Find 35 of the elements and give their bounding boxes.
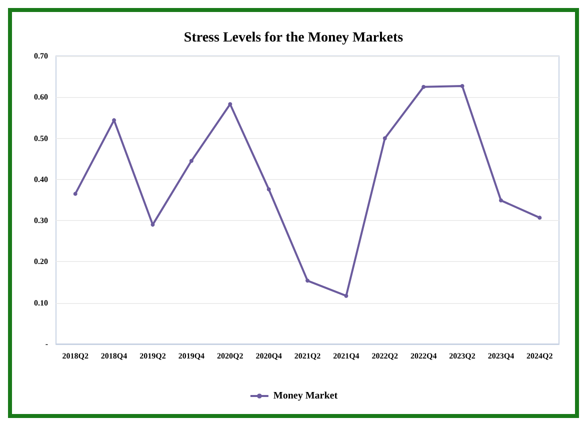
x-tick-label: 2022Q4 [410, 352, 437, 360]
point [538, 216, 542, 220]
point [150, 222, 155, 227]
x-tick-label: 2023Q2 [449, 352, 476, 360]
point [189, 158, 194, 163]
y-tick-label: 0.30 [34, 216, 48, 226]
y-tick-label: 0.60 [34, 92, 48, 102]
x-tick-label: 2022Q2 [372, 352, 398, 360]
chart-title: Stress Levels for the Money Markets [184, 30, 404, 46]
x-tick-label: 2024Q2 [526, 352, 553, 360]
point [460, 84, 464, 88]
y-tick-label: 0.70 [34, 52, 48, 60]
x-tick-label: 2019Q4 [178, 352, 205, 360]
y-tick-label: - [45, 340, 48, 348]
x-tick-label: 2018Q4 [100, 352, 128, 360]
legend-label: Money Market [273, 390, 338, 402]
y-tick-label: 0.10 [34, 298, 48, 308]
x-tick-label: 2019Q2 [140, 352, 166, 360]
point [422, 84, 426, 89]
y-tick-label: 0.50 [34, 134, 48, 143]
x-tick-label: 2018Q2 [62, 352, 88, 360]
x-tick-label: 2020Q4 [256, 352, 282, 360]
point [266, 187, 271, 192]
y-tick-label: 0.40 [34, 174, 48, 184]
point [73, 192, 78, 196]
point [306, 278, 310, 283]
point [344, 294, 348, 298]
point [498, 198, 503, 202]
point [228, 102, 232, 106]
x-tick-label: 2020Q2 [217, 352, 244, 360]
x-tick-label: 2021Q2 [294, 352, 321, 360]
x-tick-label: 2023Q4 [488, 352, 514, 360]
x-tick-label: 2021Q4 [333, 352, 360, 360]
y-tick-label: 0.20 [34, 257, 48, 266]
point [382, 136, 387, 140]
